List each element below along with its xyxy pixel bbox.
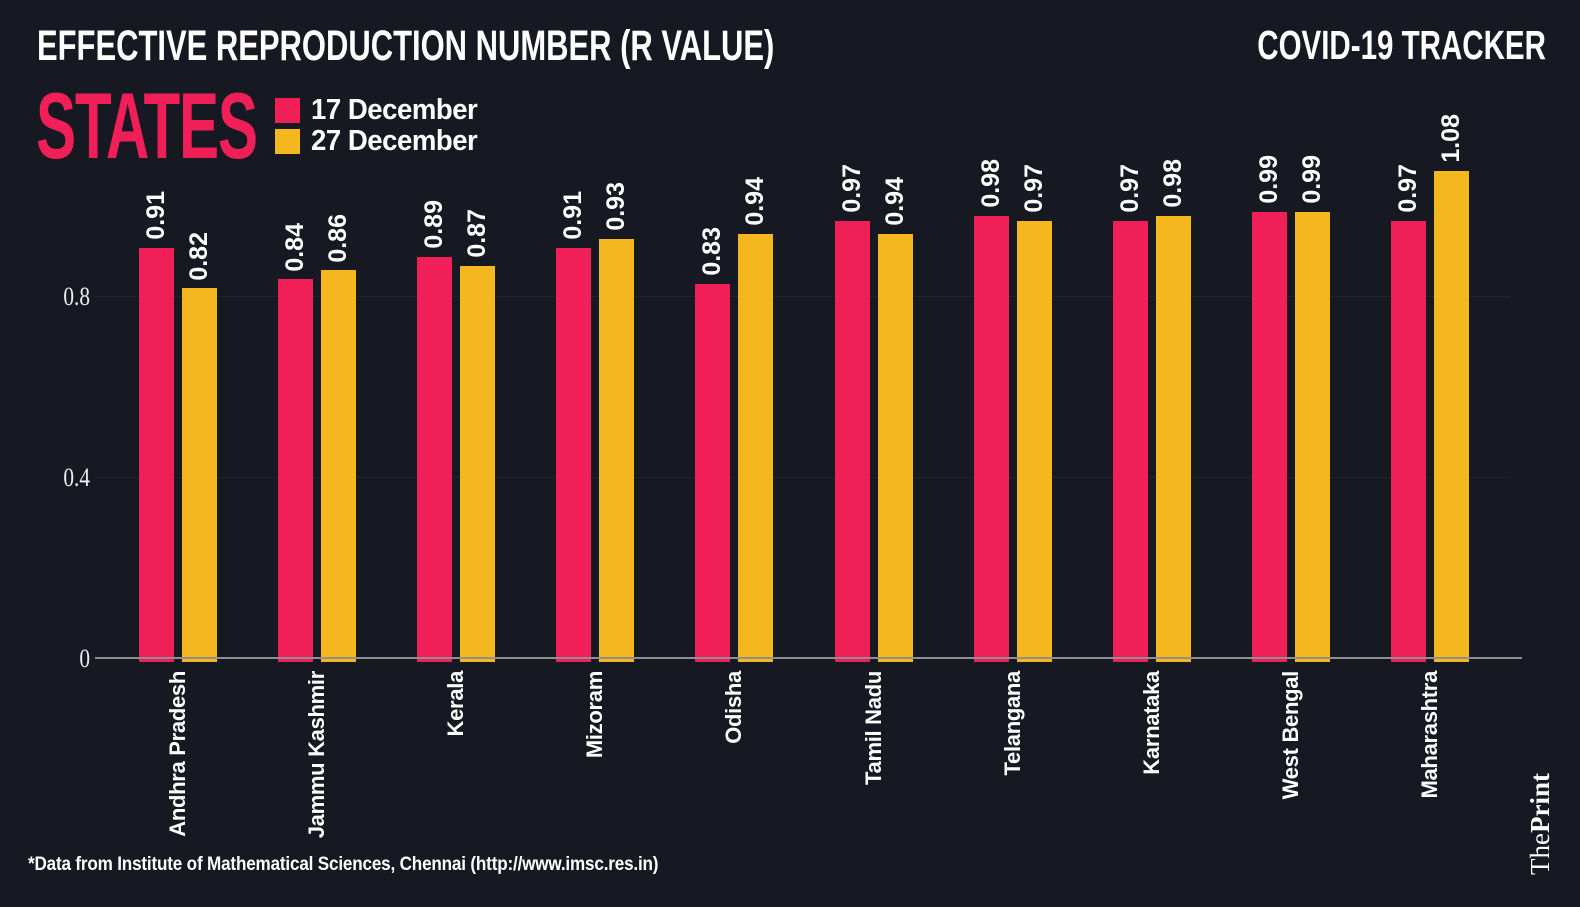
bar-27-december [877,234,913,662]
chart-subtitle: STATES [36,73,258,178]
bar-17-december [1251,211,1287,662]
bar-27-december [738,234,774,662]
bar-17-december [1390,220,1426,662]
brand-print: Print [1525,773,1555,834]
bar-17-december [695,283,731,662]
bar-27-december [1016,220,1052,662]
category-label: Telangana [999,671,1025,776]
legend-item-27-december: 27 December [275,126,486,157]
bar-value-label: 0.97 [1019,163,1048,213]
y-tick-label: 0 [79,644,90,673]
category-label: Odisha [721,671,747,744]
bar-value-label: 0.93 [602,181,631,231]
gridline [95,477,1510,479]
bar-27-december [1433,170,1469,662]
bar-value-label: 0.97 [1393,163,1422,213]
bar-17-december [556,247,592,662]
bar-value-label: 1.08 [1436,114,1465,163]
bar-value-label: 0.98 [976,159,1005,209]
bar-value-label: 0.97 [1115,163,1144,213]
bar-27-december [599,238,635,662]
bar-value-label: 0.94 [880,177,909,227]
category-label: Tamil Nadu [860,671,886,785]
bar-value-label: 0.87 [463,209,492,258]
bar-value-label: 0.86 [324,213,353,263]
bar-17-december [139,247,174,662]
category-label: Maharashtra [1416,671,1442,799]
legend-label-17-december: 17 December [311,94,478,126]
brand-the: The [1525,833,1555,875]
bar-value-label: 0.89 [420,200,449,249]
category-label: West Bengal [1277,671,1303,800]
category-label: Karnataka [1138,671,1164,775]
source-note: *Data from Institute of Mathematical Sci… [28,854,659,875]
legend-item-17-december: 17 December [275,95,486,126]
category-label: Kerala [443,671,469,737]
bar-value-label: 0.98 [1158,159,1187,209]
y-tick-label: 0.8 [63,282,90,312]
gridline [95,296,1510,298]
bar-value-label: 0.82 [185,231,213,281]
bar-17-december [973,216,1009,662]
bar-value-label: 0.94 [741,177,770,227]
x-axis-line [95,657,1522,659]
bar-27-december [182,288,217,662]
theprint-logo: ThePrint [1525,773,1555,875]
bar-value-label: 0.83 [698,227,727,276]
category-label: Andhra Pradesh [165,671,190,837]
bar-27-december [460,265,496,662]
tracker-label: COVID-19 TRACKER [1257,22,1546,68]
category-label: Mizoram [582,671,608,759]
bar-value-label: 0.91 [559,191,588,240]
bar-27-december [1294,211,1330,662]
bar-value-label: 0.99 [1254,154,1283,204]
legend: 17 December 27 December [275,95,486,157]
bar-value-label: 0.97 [837,163,866,213]
bar-value-label: 0.84 [281,222,310,272]
bar-17-december [834,220,870,662]
category-label: Jammu Kashmir [304,671,330,839]
bar-value-label: 0.99 [1297,154,1326,204]
chart-title: EFFECTIVE REPRODUCTION NUMBER (R VALUE) [37,22,775,70]
bar-17-december [278,279,314,662]
bar-27-december [321,270,357,662]
legend-label-27-december: 27 December [311,125,478,157]
legend-swatch-27-december [275,129,300,154]
y-tick-label: 0.4 [63,463,90,493]
legend-swatch-17-december [275,98,300,123]
bar-17-december [417,256,453,662]
bar-17-december [1112,220,1148,662]
bar-27-december [1155,216,1191,662]
bar-value-label: 0.91 [142,191,170,240]
